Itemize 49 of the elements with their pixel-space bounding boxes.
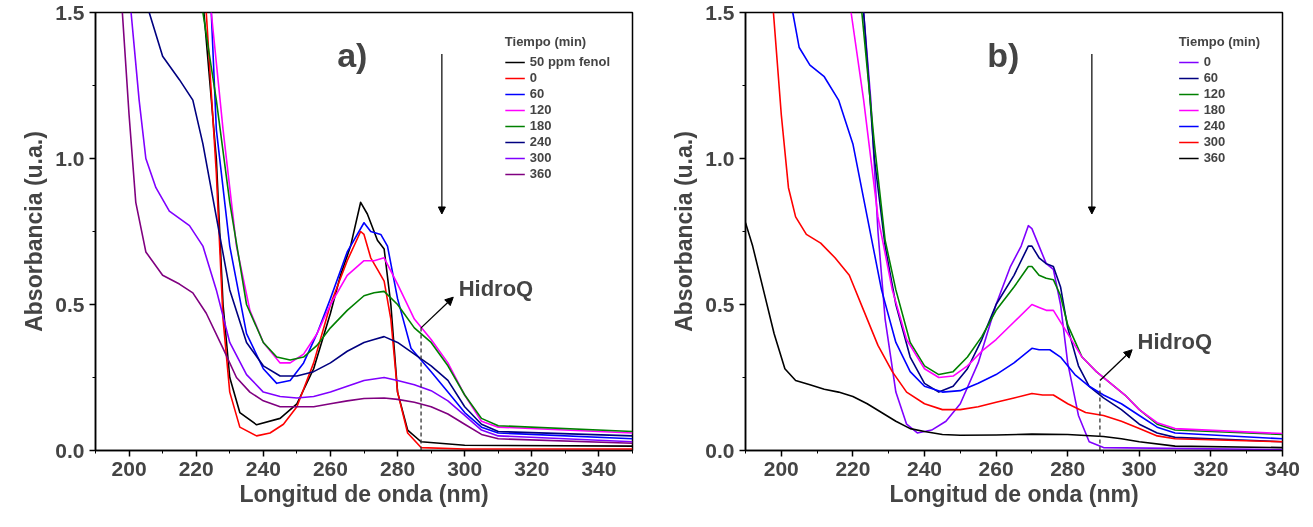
y-tick-label: 1.5 bbox=[55, 0, 85, 24]
legend-label: 300 bbox=[1203, 134, 1226, 149]
y-axis-title: Absorbancia (u.a.) bbox=[21, 131, 48, 332]
x-tick-label: 240 bbox=[906, 456, 943, 480]
legend-label: 360 bbox=[529, 166, 552, 181]
legend-label: 50 ppm fenol bbox=[529, 54, 610, 69]
y-tick-label: 0.5 bbox=[705, 292, 735, 316]
x-tick-label: 340 bbox=[1264, 456, 1301, 480]
legend-label: 60 bbox=[529, 86, 546, 101]
x-axis-title: Longitud de onda (nm) bbox=[239, 480, 489, 507]
x-tick-label: 200 bbox=[111, 456, 147, 480]
legend-label: 0 bbox=[1203, 54, 1212, 69]
legend-title: Tiempo (min) bbox=[1178, 34, 1260, 49]
legend-label: 300 bbox=[529, 150, 552, 165]
x-tick-label: 260 bbox=[978, 456, 1014, 480]
y-tick-label: 0.0 bbox=[705, 438, 735, 462]
legend-title: Tiempo (min) bbox=[504, 34, 588, 49]
x-tick-label: 320 bbox=[1193, 456, 1229, 480]
legend-label: 240 bbox=[1203, 118, 1226, 133]
text: b) bbox=[987, 35, 1020, 74]
annotation: HidroQ bbox=[1137, 328, 1213, 354]
x-tick-label: 260 bbox=[312, 456, 348, 480]
x-axis-title: Longitud de onda (nm) bbox=[889, 480, 1139, 507]
x-tick-label: 280 bbox=[380, 456, 416, 480]
legend-label: 240 bbox=[529, 134, 552, 149]
legend-label: 60 bbox=[1203, 70, 1220, 85]
x-tick-label: 280 bbox=[1050, 456, 1086, 480]
x-tick-label: 340 bbox=[581, 456, 617, 480]
y-tick-label: 0.5 bbox=[55, 292, 85, 316]
text: a) bbox=[337, 35, 368, 74]
legend-label: 120 bbox=[529, 102, 552, 117]
y-axis-title: Absorbancia (u.a.) bbox=[671, 131, 698, 332]
x-tick-label: 220 bbox=[835, 456, 871, 480]
legend-label: 180 bbox=[529, 118, 552, 133]
y-tick-label: 1.5 bbox=[705, 0, 735, 24]
y-tick-label: 0.0 bbox=[55, 438, 85, 462]
x-tick-label: 240 bbox=[245, 456, 281, 480]
annotation: HidroQ bbox=[458, 276, 534, 302]
x-tick-label: 300 bbox=[447, 456, 483, 480]
x-tick-label: 300 bbox=[1121, 456, 1157, 480]
legend-label: 120 bbox=[1203, 86, 1226, 101]
y-tick-label: 1.0 bbox=[705, 146, 735, 170]
legend-label: 0 bbox=[529, 70, 539, 85]
y-tick-label: 1.0 bbox=[55, 146, 85, 170]
legend-label: 360 bbox=[1203, 150, 1226, 165]
x-tick-label: 200 bbox=[763, 456, 799, 480]
x-tick-label: 320 bbox=[514, 456, 550, 480]
legend-label: 180 bbox=[1203, 102, 1226, 117]
x-tick-label: 220 bbox=[178, 456, 214, 480]
